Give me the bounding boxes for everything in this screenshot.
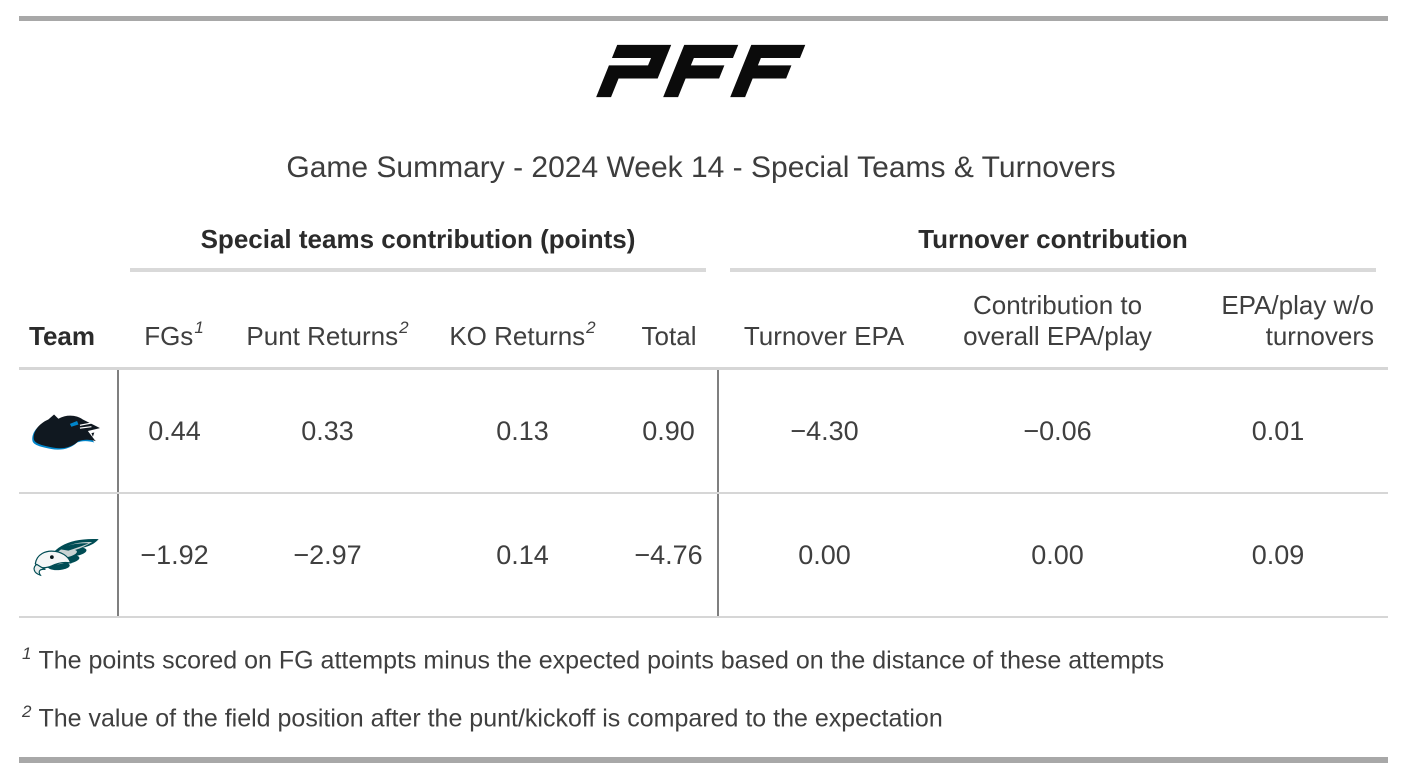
cell-panthers-ko-returns: 0.13 [425, 368, 620, 494]
footnote-2-marker: 2 [22, 702, 32, 722]
column-header-row: Team FGs1 Punt Returns2 KO Returns2 Tota… [19, 272, 1389, 370]
footnote-1: 1 The points scored on FG attempts minus … [22, 638, 1388, 676]
group-header-turnover-label: Turnover contribution [730, 224, 1377, 272]
cell-eagles-fgs: −1.92 [118, 493, 230, 618]
group-header-turnover: Turnover contribution [718, 212, 1388, 272]
cell-panthers-contribution: −0.06 [930, 368, 1186, 494]
top-divider [19, 16, 1388, 21]
eagles-logo-icon [33, 539, 99, 577]
cell-eagles-ko-returns: 0.14 [425, 493, 620, 618]
cell-eagles-punt-returns: −2.97 [230, 493, 425, 618]
team-cell-panthers [19, 368, 119, 494]
footnote-ref-3: 2 [586, 318, 596, 338]
cell-panthers-punt-returns: 0.33 [230, 368, 425, 494]
stats-table: Special teams contribution (points) Turn… [19, 212, 1389, 618]
cell-eagles-contribution: 0.00 [930, 493, 1186, 618]
cell-panthers-epa-wo: 0.01 [1185, 368, 1389, 494]
cell-eagles-total: −4.76 [620, 493, 720, 618]
pff-logo [593, 44, 809, 98]
cell-eagles-turnover-epa: 0.00 [718, 493, 931, 618]
footnote-2-text: The value of the field position after th… [38, 704, 943, 733]
column-header-fgs: FGs1 [118, 272, 230, 370]
table-row-panthers: 0.44 0.33 0.13 0.90 −4.30 −0.06 0.01 [19, 368, 1389, 494]
column-header-ko-returns: KO Returns2 [425, 272, 620, 370]
column-header-contribution: Contribution to overall EPA/play [930, 272, 1186, 370]
cell-panthers-total: 0.90 [620, 368, 720, 494]
footnotes: 1 The points scored on FG attempts minus … [22, 638, 1388, 735]
column-header-team: Team [19, 272, 118, 370]
footnote-2: 2 The value of the field position after t… [22, 696, 1388, 734]
group-header-special-teams: Special teams contribution (points) [118, 212, 718, 272]
column-header-punt-returns: Punt Returns2 [230, 272, 425, 370]
team-cell-eagles [19, 493, 119, 618]
column-header-epa-wo-line2: turnovers [1265, 321, 1375, 351]
table-row-eagles: −1.92 −2.97 0.14 −4.76 0.00 0.00 0.09 [19, 493, 1389, 618]
footnote-1-marker: 1 [22, 644, 32, 663]
group-header-special-teams-label: Special teams contribution (points) [130, 224, 707, 272]
column-header-total: Total [620, 272, 719, 370]
column-header-punt-returns-label: Punt Returns [246, 321, 399, 351]
footnote-1-text: The points scored on FG attempts minus t… [38, 646, 1165, 675]
footnote-ref-2: 2 [399, 318, 409, 338]
column-header-ko-returns-label: KO Returns [449, 321, 586, 351]
column-header-fgs-label: FGs [144, 321, 194, 351]
pff-logo-icon [596, 44, 806, 98]
group-header-spacer [19, 212, 118, 272]
column-header-epa-wo-line1: EPA/play w/o [1221, 290, 1375, 320]
panthers-logo-icon [32, 414, 101, 450]
cell-panthers-turnover-epa: −4.30 [718, 368, 931, 494]
column-header-epa-wo-turnovers: EPA/play w/o turnovers [1185, 272, 1389, 370]
cell-eagles-epa-wo: 0.09 [1185, 493, 1389, 618]
footnote-ref-1: 1 [194, 318, 204, 338]
group-header-row: Special teams contribution (points) Turn… [19, 212, 1388, 272]
bottom-divider [19, 756, 1388, 763]
cell-panthers-fgs: 0.44 [118, 368, 230, 494]
page-title: Game Summary - 2024 Week 14 - Special Te… [286, 151, 1116, 184]
column-header-contribution-line2: overall EPA/play [963, 321, 1152, 351]
column-header-contribution-line1: Contribution to [972, 290, 1143, 320]
column-header-turnover-epa: Turnover EPA [718, 272, 931, 370]
